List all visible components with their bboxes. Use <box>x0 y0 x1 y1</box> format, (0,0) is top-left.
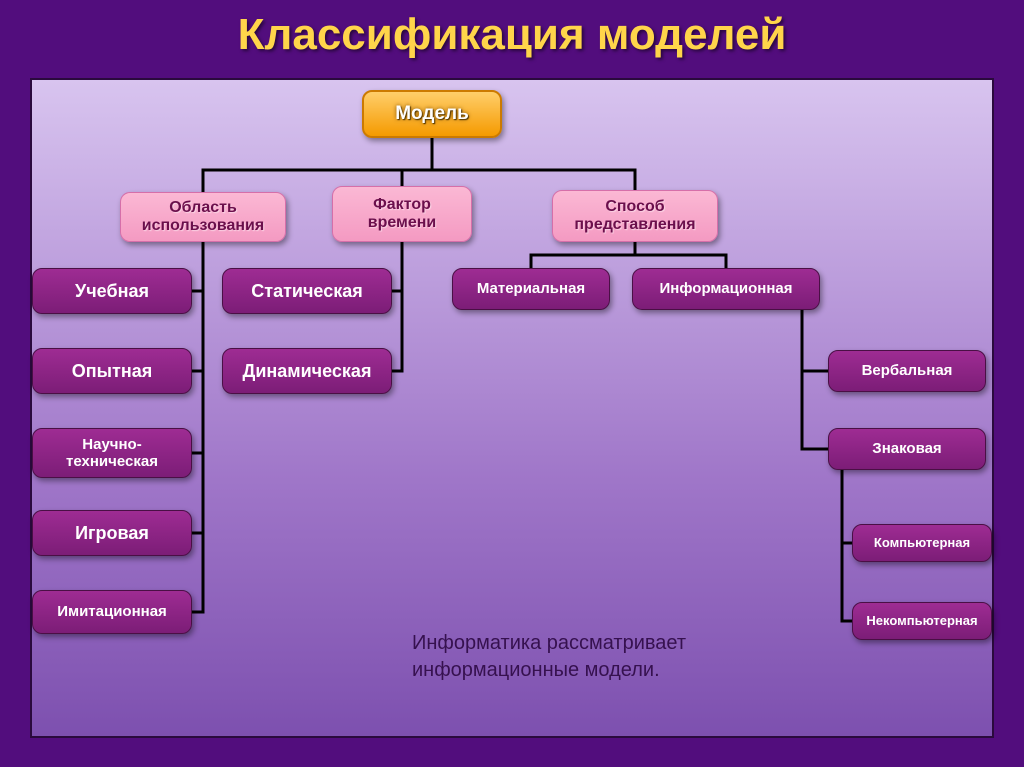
node-scitech: Научно-техническая <box>32 428 192 478</box>
node-static: Статическая <box>222 268 392 314</box>
node-informational: Информационная <box>632 268 820 310</box>
node-dynamic: Динамическая <box>222 348 392 394</box>
caption-line2: информационные модели. <box>412 659 660 681</box>
title-text: Классификация моделей <box>238 10 787 59</box>
caption-line1: Информатика рассматривает <box>412 632 686 654</box>
node-imitation: Имитационная <box>32 590 192 634</box>
node-experimental: Опытная <box>32 348 192 394</box>
node-category-repr: Способ представления <box>552 190 718 242</box>
node-game: Игровая <box>32 510 192 556</box>
node-material: Материальная <box>452 268 610 310</box>
caption: Информатика рассматривает информационные… <box>412 630 686 684</box>
diagram-canvas: Модель Область использования Фактор врем… <box>30 78 994 738</box>
node-category-time: Фактор времени <box>332 186 472 242</box>
node-noncomputer: Некомпьютерная <box>852 602 992 640</box>
node-educational: Учебная <box>32 268 192 314</box>
node-sign: Знаковая <box>828 428 986 470</box>
node-verbal: Вербальная <box>828 350 986 392</box>
node-computer: Компьютерная <box>852 524 992 562</box>
page-title: Классификация моделей <box>0 0 1024 74</box>
node-category-usage: Область использования <box>120 192 286 242</box>
node-root: Модель <box>362 90 502 138</box>
